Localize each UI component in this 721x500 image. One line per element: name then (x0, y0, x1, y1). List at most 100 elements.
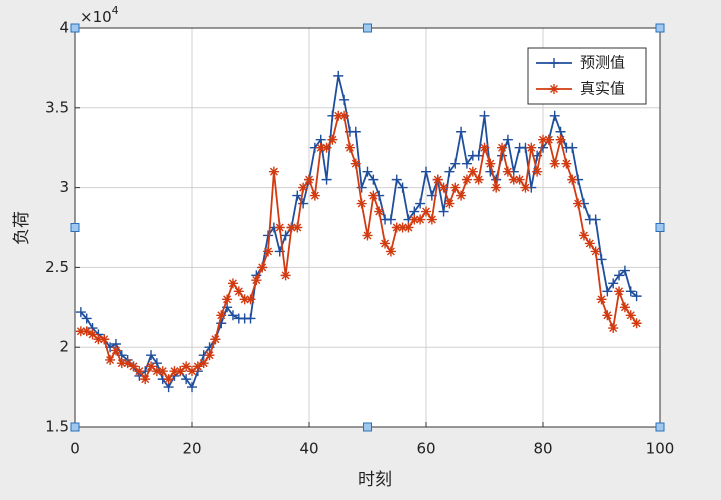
marker (245, 313, 256, 324)
selection-handle (70, 422, 80, 432)
marker (397, 222, 408, 233)
y-tick-label: 3.5 (45, 98, 69, 116)
marker (502, 166, 513, 177)
marker (210, 334, 221, 345)
marker (473, 174, 484, 185)
marker (110, 345, 121, 356)
marker (421, 166, 431, 177)
marker (578, 230, 589, 241)
marker (380, 238, 391, 249)
marker (87, 329, 98, 340)
marker (461, 174, 472, 185)
marker (134, 366, 145, 377)
multiplier-base: ×10 (80, 8, 112, 26)
marker (584, 238, 595, 249)
marker (426, 214, 437, 225)
marker (344, 142, 355, 153)
selection-handle (363, 422, 372, 432)
marker (438, 206, 449, 217)
marker (251, 275, 262, 286)
marker (409, 214, 420, 225)
selection-handle (70, 23, 80, 33)
marker (403, 222, 414, 233)
marker (192, 361, 203, 372)
marker (187, 382, 197, 393)
marker (397, 182, 408, 193)
series-line (80, 75, 638, 389)
marker (514, 174, 525, 185)
marker (175, 366, 186, 377)
marker (280, 230, 291, 241)
marker (456, 190, 467, 201)
x-tick-label: 100 (646, 440, 675, 458)
marker (321, 174, 332, 185)
marker (608, 323, 619, 334)
marker (461, 158, 472, 169)
marker (567, 142, 578, 153)
marker (391, 222, 402, 233)
marker (292, 222, 303, 233)
marker (555, 134, 566, 145)
marker (526, 142, 537, 153)
marker (573, 198, 584, 209)
marker (602, 310, 613, 321)
marker (146, 350, 157, 361)
y-tick-label: 3 (59, 178, 69, 196)
x-tick-label: 80 (533, 440, 552, 458)
x-tick-label: 20 (182, 440, 201, 458)
marker (608, 278, 619, 289)
legend-label: 真实值 (580, 80, 625, 98)
marker (81, 313, 92, 324)
marker (169, 366, 180, 377)
marker (479, 142, 490, 153)
marker (473, 150, 484, 161)
marker (631, 318, 642, 329)
legend-marker (549, 84, 559, 94)
marker (292, 190, 303, 201)
marker (596, 254, 607, 265)
marker (274, 222, 285, 233)
marker (374, 206, 385, 217)
marker (233, 286, 244, 297)
marker (350, 126, 361, 137)
marker (163, 374, 174, 385)
selection-handle (655, 223, 665, 232)
marker (333, 70, 344, 81)
legend-label: 预测值 (580, 54, 625, 72)
marker (122, 358, 133, 369)
marker (304, 174, 314, 185)
marker (75, 326, 86, 337)
marker (438, 182, 449, 193)
marker (567, 174, 578, 185)
marker (467, 166, 478, 177)
marker (385, 246, 396, 257)
marker (619, 265, 630, 276)
selection-handle (655, 23, 665, 33)
marker (391, 174, 402, 185)
marker (520, 182, 531, 193)
marker (561, 158, 572, 169)
marker (444, 166, 455, 177)
marker (614, 270, 625, 281)
y-tick-label: 2 (59, 338, 69, 356)
marker (187, 366, 197, 377)
marker (485, 158, 496, 169)
marker (450, 158, 461, 169)
marker (286, 222, 297, 233)
marker (216, 310, 227, 321)
marker (263, 230, 274, 241)
legend-box (527, 47, 647, 105)
selection-handle (655, 422, 665, 432)
marker (298, 198, 309, 209)
marker (204, 350, 215, 361)
marker (280, 270, 291, 281)
marker (315, 142, 326, 153)
marker (590, 214, 601, 225)
marker (128, 361, 139, 372)
marker (619, 302, 630, 313)
marker (631, 291, 642, 302)
marker (532, 166, 543, 177)
marker (596, 294, 607, 305)
marker (263, 246, 274, 257)
marker (257, 262, 268, 273)
